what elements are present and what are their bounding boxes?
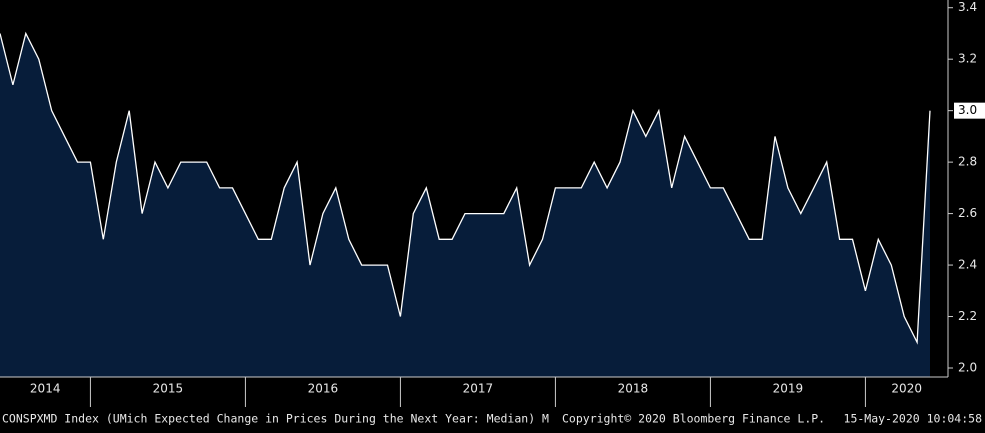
y-tick-label: 2.8 <box>958 155 977 169</box>
timestamp: 15-May-2020 10:04:58 <box>844 412 983 426</box>
line <box>0 31 931 345</box>
x-tick-label: 2020 <box>891 382 922 396</box>
x-tick-label: 2017 <box>463 382 494 396</box>
x-tick-label: 2018 <box>618 382 649 396</box>
y-tick-label: 2.4 <box>958 258 977 272</box>
y-tick-label: 3.4 <box>958 0 977 14</box>
y-tick-label: 3.2 <box>958 52 977 66</box>
series-label: CONSPXMD Index (UMich Expected Change in… <box>2 412 549 426</box>
area-fill <box>0 33 930 377</box>
y-tick-label: 2.2 <box>958 309 977 323</box>
last-value-label: 3.0 <box>958 103 977 117</box>
y-tick-label: 2.0 <box>958 360 977 374</box>
x-tick-label: 2015 <box>153 382 184 396</box>
last-value-box <box>954 102 985 119</box>
x-tick-label: 2016 <box>308 382 339 396</box>
x-tick-label: 2019 <box>773 382 804 396</box>
y-tick-label: 2.6 <box>958 206 977 220</box>
x-tick-label: 2014 <box>30 382 61 396</box>
copyright: Copyright© 2020 Bloomberg Finance L.P. <box>562 412 825 426</box>
